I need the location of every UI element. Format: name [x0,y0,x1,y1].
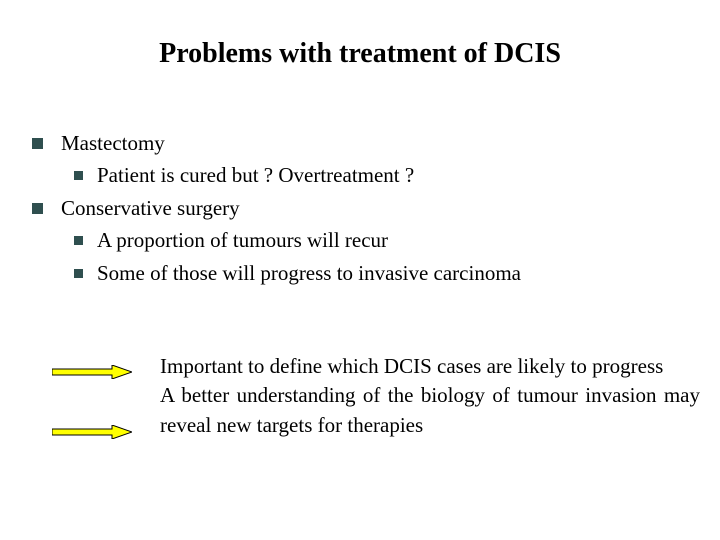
bullet-text: Conservative surgery [61,193,240,223]
list-item: Patient is cured but ? Overtreatment ? [74,160,692,190]
bullet-text: A proportion of tumours will recur [97,225,388,255]
square-bullet-icon [32,138,43,149]
arrow-icon [52,425,132,439]
arrow-icon [52,365,132,379]
square-bullet-icon [74,171,83,180]
bullet-text: Mastectomy [61,128,165,158]
slide-title: Problems with treatment of DCIS [0,38,720,70]
square-bullet-icon [74,236,83,245]
list-item: A proportion of tumours will recur [74,225,692,255]
emphasis-block: Important to define which DCIS cases are… [160,352,700,440]
bullet-content: Mastectomy Patient is cured but ? Overtr… [32,128,692,290]
list-item: Conservative surgery [32,193,692,223]
square-bullet-icon [74,269,83,278]
square-bullet-icon [32,203,43,214]
emphasis-text: Important to define which DCIS cases are… [160,352,700,381]
list-item: Mastectomy [32,128,692,158]
bullet-text: Patient is cured but ? Overtreatment ? [97,160,414,190]
emphasis-text: A better understanding of the biology of… [160,381,700,440]
slide: Problems with treatment of DCIS Mastecto… [0,0,720,540]
bullet-text: Some of those will progress to invasive … [97,258,521,288]
list-item: Some of those will progress to invasive … [74,258,692,288]
